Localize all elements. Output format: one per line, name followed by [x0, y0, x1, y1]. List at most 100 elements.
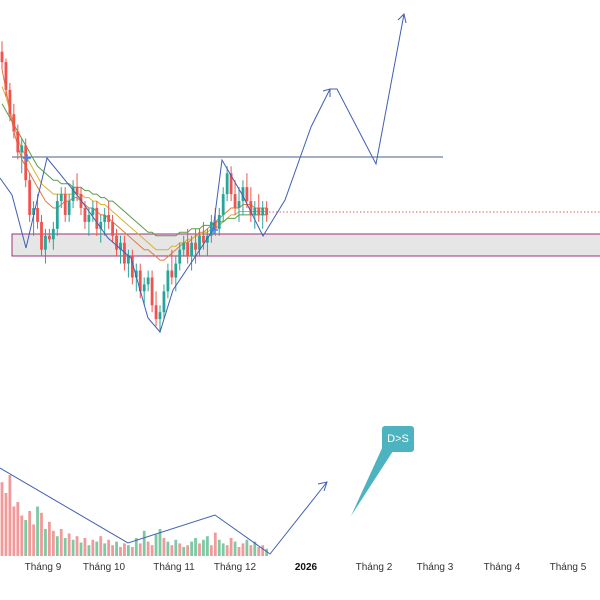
candle [261, 201, 265, 229]
candle [4, 58, 8, 97]
candle [55, 194, 59, 236]
volume-bar [16, 502, 20, 556]
candle [115, 228, 118, 257]
candle [95, 201, 99, 236]
candle [154, 291, 158, 327]
volume-bar [142, 530, 146, 556]
price-projection-arrowhead [397, 13, 407, 24]
candle [182, 235, 186, 257]
volume-bar [150, 545, 154, 556]
volume-bar [32, 524, 35, 556]
candle [51, 221, 55, 250]
volume-bar [217, 539, 221, 556]
pivot-marker [23, 154, 31, 162]
volume-bar [103, 543, 107, 556]
volume-bar [202, 539, 205, 556]
volume-bar [20, 515, 24, 556]
volume-bar [63, 538, 67, 556]
volume-bar [48, 521, 51, 556]
candle [233, 180, 237, 215]
candle [111, 214, 114, 243]
volume-bar [130, 547, 134, 556]
volume-bar [24, 520, 28, 556]
candle [67, 194, 71, 222]
volume-bar [190, 541, 193, 556]
volume-bar [36, 506, 39, 556]
volume-bar [237, 547, 241, 556]
candle [245, 173, 249, 208]
x-tick-label: Tháng 3 [417, 562, 454, 573]
candle [237, 187, 241, 222]
volume-bar [198, 543, 201, 556]
candle [162, 284, 166, 320]
candle [123, 235, 126, 271]
candles [0, 41, 269, 334]
volume-bar [99, 536, 103, 556]
volume-bar [44, 529, 47, 556]
volume-bar [241, 543, 245, 556]
volume-bar [119, 547, 122, 556]
volume-bar [162, 538, 166, 556]
volume-bar [209, 545, 213, 556]
x-tick-label: Tháng 2 [356, 562, 393, 573]
volume-bar [123, 543, 126, 556]
price-projection-arrowhead-mid [322, 88, 331, 97]
candle [166, 263, 170, 299]
candle [146, 270, 150, 292]
candle [265, 201, 269, 222]
candle [142, 277, 146, 306]
candle [103, 208, 107, 236]
x-tick-label: Tháng 9 [25, 562, 62, 573]
volume-bar [225, 545, 229, 556]
candle [8, 82, 12, 122]
volume-bar [245, 539, 249, 556]
moving-average-line [1, 86, 267, 251]
candle [221, 187, 225, 222]
volume-bar [233, 541, 237, 556]
volume-bar [59, 529, 63, 556]
volume-bar [134, 538, 138, 556]
support-zone [11, 233, 600, 257]
candle [225, 166, 229, 202]
candle [130, 249, 134, 285]
volume-bar [111, 545, 114, 556]
volume-bar [182, 547, 186, 556]
callout-label: D>S [387, 433, 409, 445]
volume-bar [4, 493, 8, 556]
candle [158, 305, 162, 334]
candle [138, 263, 142, 299]
volume-bar [79, 542, 83, 556]
volume-bar [229, 538, 233, 556]
candle [28, 173, 32, 222]
candle [107, 201, 111, 229]
price-projection-path [0, 13, 405, 334]
candle [24, 138, 28, 188]
candle [20, 138, 24, 174]
volume-bars [0, 475, 269, 556]
candle [48, 228, 51, 243]
volume-bar [51, 530, 55, 556]
volume-bar [40, 512, 43, 556]
volume-bar [174, 539, 178, 556]
volume-bar [115, 541, 118, 556]
volume-bar [186, 545, 190, 556]
volume-bar [127, 545, 130, 556]
x-tick-label: Tháng 5 [550, 562, 587, 573]
x-tick-label: Tháng 12 [214, 562, 257, 573]
candle [71, 180, 75, 208]
volume-trend-path [0, 467, 328, 555]
volume-bar [221, 543, 225, 556]
volume-bar [213, 532, 217, 556]
volume-bar [55, 536, 59, 556]
candle [16, 124, 20, 160]
volume-bar [249, 545, 253, 556]
volume-bar [95, 541, 99, 556]
volume-bar [154, 534, 158, 556]
candle [170, 249, 174, 285]
candle [198, 228, 201, 257]
candle [178, 242, 182, 271]
moving-average-line [1, 103, 267, 237]
volume-bar [8, 475, 12, 556]
candle [0, 41, 4, 70]
